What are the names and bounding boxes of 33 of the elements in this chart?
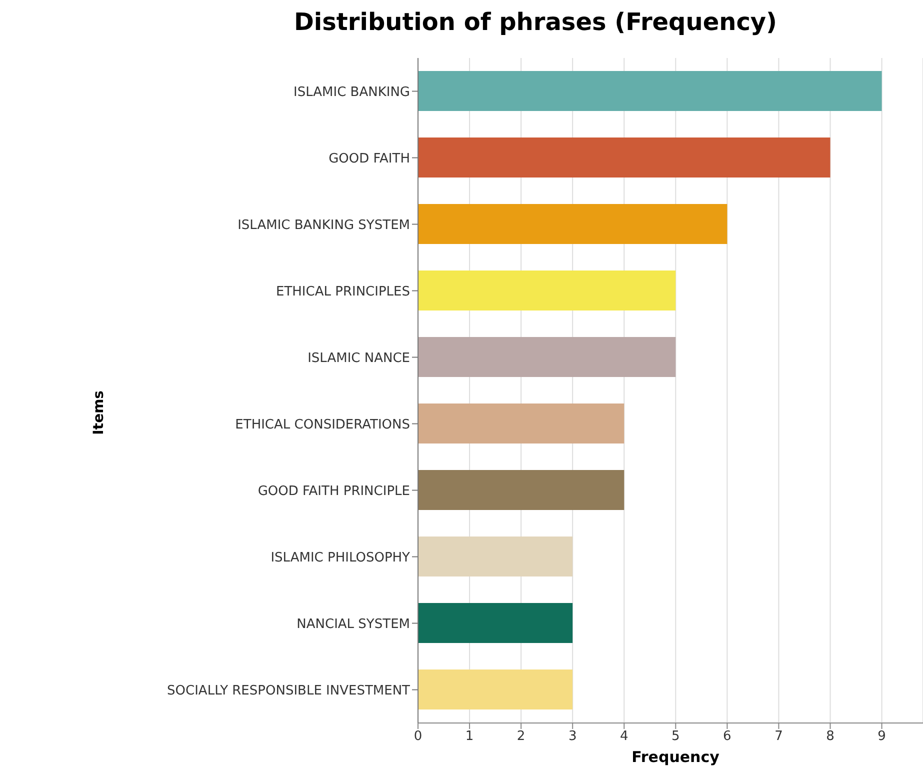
x-tick-label: 5 (672, 729, 680, 744)
bar (418, 404, 624, 444)
bar (418, 670, 573, 710)
x-tick-label: 0 (414, 729, 422, 744)
x-tick-label: 2 (516, 729, 526, 744)
x-tick-label: 9 (878, 729, 886, 744)
y-tick-label: NANCIAL SYSTEM (296, 616, 410, 632)
y-tick-label: ISLAMIC BANKING SYSTEM (238, 218, 410, 233)
y-axis-title: Items (90, 390, 107, 435)
x-tick-label: 6 (723, 729, 732, 744)
x-tick-label: 3 (568, 729, 577, 744)
y-tick-label: ISLAMIC PHILOSOPHY (270, 550, 410, 566)
bar (418, 536, 573, 576)
x-tick-label: 1 (465, 729, 474, 744)
y-tick-label: ISLAMIC BANKING (294, 84, 410, 100)
x-tick-label: 8 (826, 729, 834, 744)
chart-title: Distribution of phrases (Frequency) (292, 8, 778, 38)
bar (418, 337, 676, 377)
bar (418, 603, 573, 643)
y-tick-label: ETHICAL CONSIDERATIONS (235, 417, 410, 432)
y-tick-label: ETHICAL PRINCIPLES (276, 284, 410, 300)
y-tick-label: ISLAMIC NANCE (308, 350, 410, 366)
x-tick-label: 7 (774, 729, 783, 744)
bar (418, 470, 624, 510)
bar (418, 71, 882, 111)
bar (418, 204, 728, 244)
y-tick-label: GOOD FAITH PRINCIPLE (258, 484, 410, 499)
bar (418, 138, 830, 178)
y-tick-label: GOOD FAITH (328, 151, 410, 166)
bar (418, 270, 676, 310)
x-axis-title: Frequency (630, 748, 720, 766)
x-tick-label: 4 (620, 729, 628, 744)
y-tick-label: SOCIALLY RESPONSIBLE INVESTMENT (167, 683, 410, 698)
